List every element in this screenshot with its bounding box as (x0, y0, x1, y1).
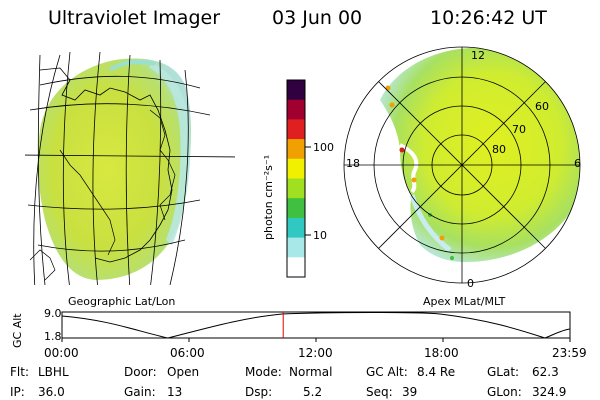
info-seq-val: 39 (402, 385, 418, 399)
info-ip-val: 36.0 (38, 385, 65, 399)
mlt-label-6: 6 (574, 157, 581, 170)
colorbar-step (287, 178, 305, 199)
time-label: 10:26:42 UT (430, 7, 547, 29)
colorbar-tick-10: 10 (313, 229, 327, 242)
altitude-plot (61, 311, 571, 342)
info-flt-val: LBHL (38, 365, 69, 379)
colorbar (286, 79, 306, 278)
colorbar-step (287, 119, 305, 140)
info-flt-key: Flt: (10, 365, 29, 379)
alt-xtick-1200: 12:00 (298, 346, 333, 360)
date-label: 03 Jun 00 (272, 7, 363, 29)
polar-image (343, 46, 581, 284)
colorbar-step (287, 139, 305, 160)
info-dsp-val: 5.2 (303, 385, 323, 399)
info-gcalt-val: 8.4 Re (417, 365, 456, 379)
mlt-label-12: 12 (471, 49, 485, 62)
colorbar-unit: photon cm⁻²s⁻¹ (262, 154, 275, 240)
info-glon-val: 324.9 (532, 385, 567, 399)
info-door-val: Open (167, 365, 200, 379)
alt-xtick-0000: 00:00 (44, 346, 79, 360)
info-dsp-key: Dsp: (245, 385, 273, 399)
alt-xtick-1800: 18:00 (424, 346, 459, 360)
alt-xtick-0600: 06:00 (170, 346, 205, 360)
colorbar-step (287, 80, 305, 101)
alt-xtick-2359: 23:59 (552, 346, 587, 360)
info-glon-key: GLon: (487, 385, 522, 399)
info-ip-key: IP: (10, 385, 25, 399)
geo-panel-label: Geographic Lat/Lon (68, 295, 176, 308)
info-gain-key: Gain: (124, 385, 156, 399)
info-glat-key: GLat: (487, 365, 520, 379)
info-seq-key: Seq: (366, 385, 393, 399)
colorbar-step (287, 99, 305, 120)
info-glat-val: 62.3 (532, 365, 559, 379)
instrument-title: Ultraviolet Imager (48, 7, 221, 29)
alt-ytick-top: 9.0 (44, 307, 62, 320)
colorbar-step (287, 198, 305, 219)
lat-label-70: 70 (512, 123, 526, 136)
colorbar-step (287, 158, 305, 179)
colorbar-step (287, 217, 305, 239)
alt-ytick-bottom: 1.8 (44, 330, 62, 343)
colorbar-step (287, 257, 305, 278)
info-mode-key: Mode: (245, 365, 282, 379)
mlt-label-18: 18 (346, 157, 360, 170)
polar-panel-label: Apex MLat/MLT (423, 295, 506, 308)
alt-ylabel: GC Alt (11, 313, 24, 348)
lat-label-60: 60 (535, 100, 549, 113)
info-gain-val: 13 (167, 385, 183, 399)
info-mode-val: Normal (289, 365, 333, 379)
colorbar-tick-100: 100 (313, 141, 334, 154)
lat-label-80: 80 (492, 143, 506, 156)
mlt-label-0: 0 (467, 277, 474, 290)
info-door-key: Door: (124, 365, 157, 379)
info-gcalt-key: GC Alt: (366, 365, 408, 379)
geographic-image (25, 51, 235, 285)
colorbar-step (287, 237, 305, 258)
